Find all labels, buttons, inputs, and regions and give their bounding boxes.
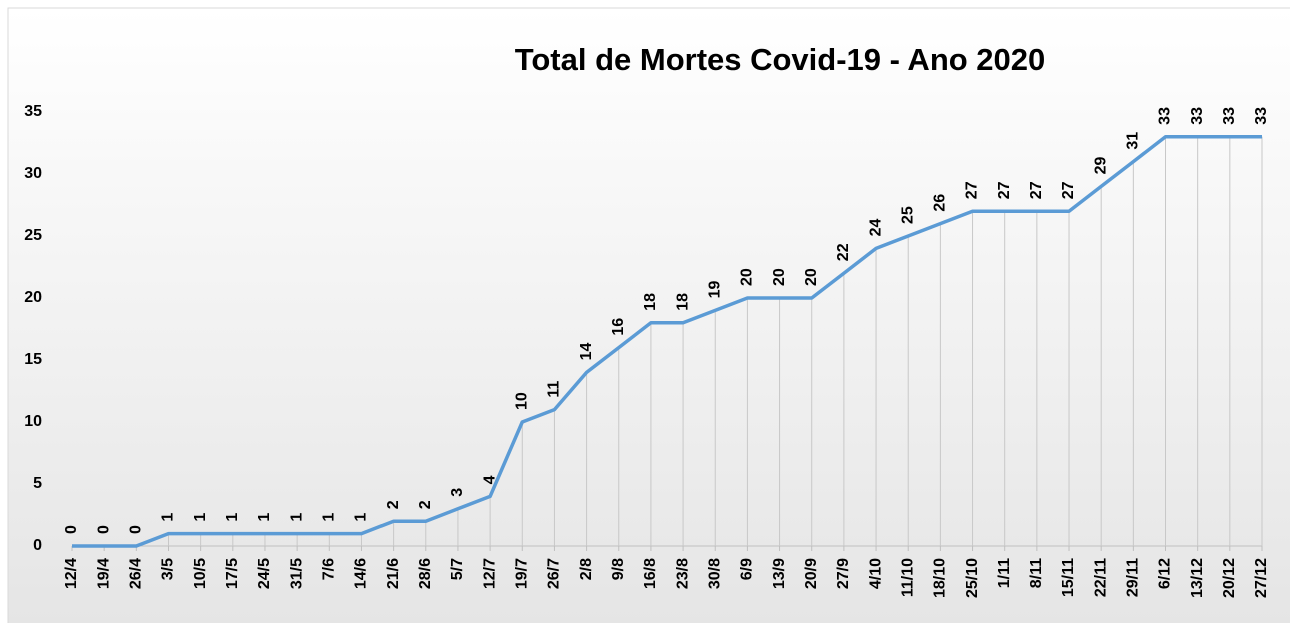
chart-area: [7, 7, 1290, 623]
y-tick-label: 0: [33, 537, 42, 554]
x-tick-label: 15/11: [1060, 558, 1077, 597]
x-tick-label: 21/6: [385, 558, 402, 589]
x-tick-label: 3/5: [160, 558, 177, 580]
y-tick-label: 20: [24, 289, 42, 306]
data-label: 27: [996, 181, 1013, 199]
data-label: 33: [1253, 107, 1270, 125]
x-tick-label: 30/8: [706, 558, 723, 589]
data-label: 18: [674, 293, 691, 311]
x-tick-label: 26/7: [546, 558, 563, 589]
y-tick-label: 10: [24, 413, 42, 430]
x-tick-label: 22/11: [1092, 558, 1109, 597]
data-label: 22: [835, 243, 852, 261]
data-label: 29: [1092, 157, 1109, 175]
data-label: 1: [160, 513, 177, 522]
x-tick-label: 6/12: [1157, 558, 1174, 589]
x-tick-label: 7/6: [321, 558, 338, 580]
series-line: [72, 135, 1262, 548]
x-tick-label: 13/12: [1189, 558, 1206, 598]
x-tick-label: 27/9: [835, 558, 852, 589]
data-label: 0: [63, 525, 80, 534]
data-label: 31: [1125, 132, 1142, 150]
data-label: 27: [964, 181, 981, 199]
chart-title: Total de Mortes Covid-19 - Ano 2020: [515, 42, 1046, 77]
x-tick-label: 25/10: [964, 558, 981, 598]
x-tick-label: 11/10: [899, 558, 916, 597]
x-tick-label: 1/11: [996, 558, 1013, 588]
y-tick-label: 30: [24, 165, 42, 182]
data-label: 27: [1060, 181, 1077, 199]
data-label: 33: [1189, 107, 1206, 125]
data-label: 33: [1221, 107, 1238, 125]
x-tick-label: 2/8: [578, 558, 595, 580]
x-tick-label: 12/7: [481, 558, 498, 589]
data-label: 20: [803, 268, 820, 286]
data-label: 1: [256, 513, 273, 522]
data-label: 20: [739, 268, 756, 286]
x-tick-label: 9/8: [610, 558, 627, 580]
data-label: 0: [128, 525, 145, 534]
data-label: 4: [481, 475, 498, 484]
x-tick-label: 12/4: [63, 558, 80, 589]
data-label: 27: [1028, 181, 1045, 199]
data-label: 16: [610, 318, 627, 336]
data-label: 2: [385, 500, 402, 509]
x-tick-label: 26/4: [128, 558, 145, 589]
data-label: 1: [224, 513, 241, 522]
x-tick-label: 13/9: [771, 558, 788, 589]
data-label: 25: [899, 206, 916, 224]
x-tick-label: 27/12: [1253, 558, 1270, 598]
x-tick-label: 29/11: [1125, 558, 1142, 597]
x-tick-label: 28/6: [417, 558, 434, 589]
y-tick-label: 25: [24, 227, 42, 244]
data-label: 33: [1157, 107, 1174, 125]
data-label: 3: [449, 488, 466, 497]
data-label: 14: [578, 343, 595, 361]
x-tick-label: 18/10: [932, 558, 949, 598]
x-tick-label: 20/12: [1221, 558, 1238, 598]
x-tick-label: 20/9: [803, 558, 820, 589]
y-tick-label: 5: [33, 475, 42, 492]
data-label: 10: [513, 392, 530, 410]
x-tick-label: 16/8: [642, 558, 659, 589]
y-tick-label: 15: [24, 351, 42, 368]
x-tick-label: 19/4: [95, 558, 112, 589]
data-label: 1: [321, 513, 338, 522]
x-tick-label: 4/10: [867, 558, 884, 589]
data-label: 1: [192, 513, 209, 522]
data-label: 18: [642, 293, 659, 311]
x-tick-label: 6/9: [739, 558, 756, 580]
x-tick-label: 19/7: [513, 558, 530, 589]
x-tick-label: 24/5: [256, 558, 273, 589]
data-label: 19: [706, 281, 723, 299]
x-tick-label: 5/7: [449, 558, 466, 580]
x-tick-label: 31/5: [288, 558, 305, 589]
data-label: 11: [546, 381, 563, 398]
data-label: 1: [288, 513, 305, 522]
data-label: 0: [95, 525, 112, 534]
data-label: 1: [353, 513, 370, 522]
data-label: 24: [867, 219, 884, 237]
data-label: 2: [417, 500, 434, 509]
x-tick-label: 17/5: [224, 558, 241, 589]
x-tick-label: 10/5: [192, 558, 209, 589]
data-label: 26: [932, 194, 949, 212]
x-tick-label: 8/11: [1028, 558, 1045, 588]
data-label: 20: [771, 268, 788, 286]
y-tick-label: 35: [24, 103, 42, 120]
x-tick-label: 14/6: [353, 558, 370, 589]
x-tick-label: 23/8: [674, 558, 691, 589]
